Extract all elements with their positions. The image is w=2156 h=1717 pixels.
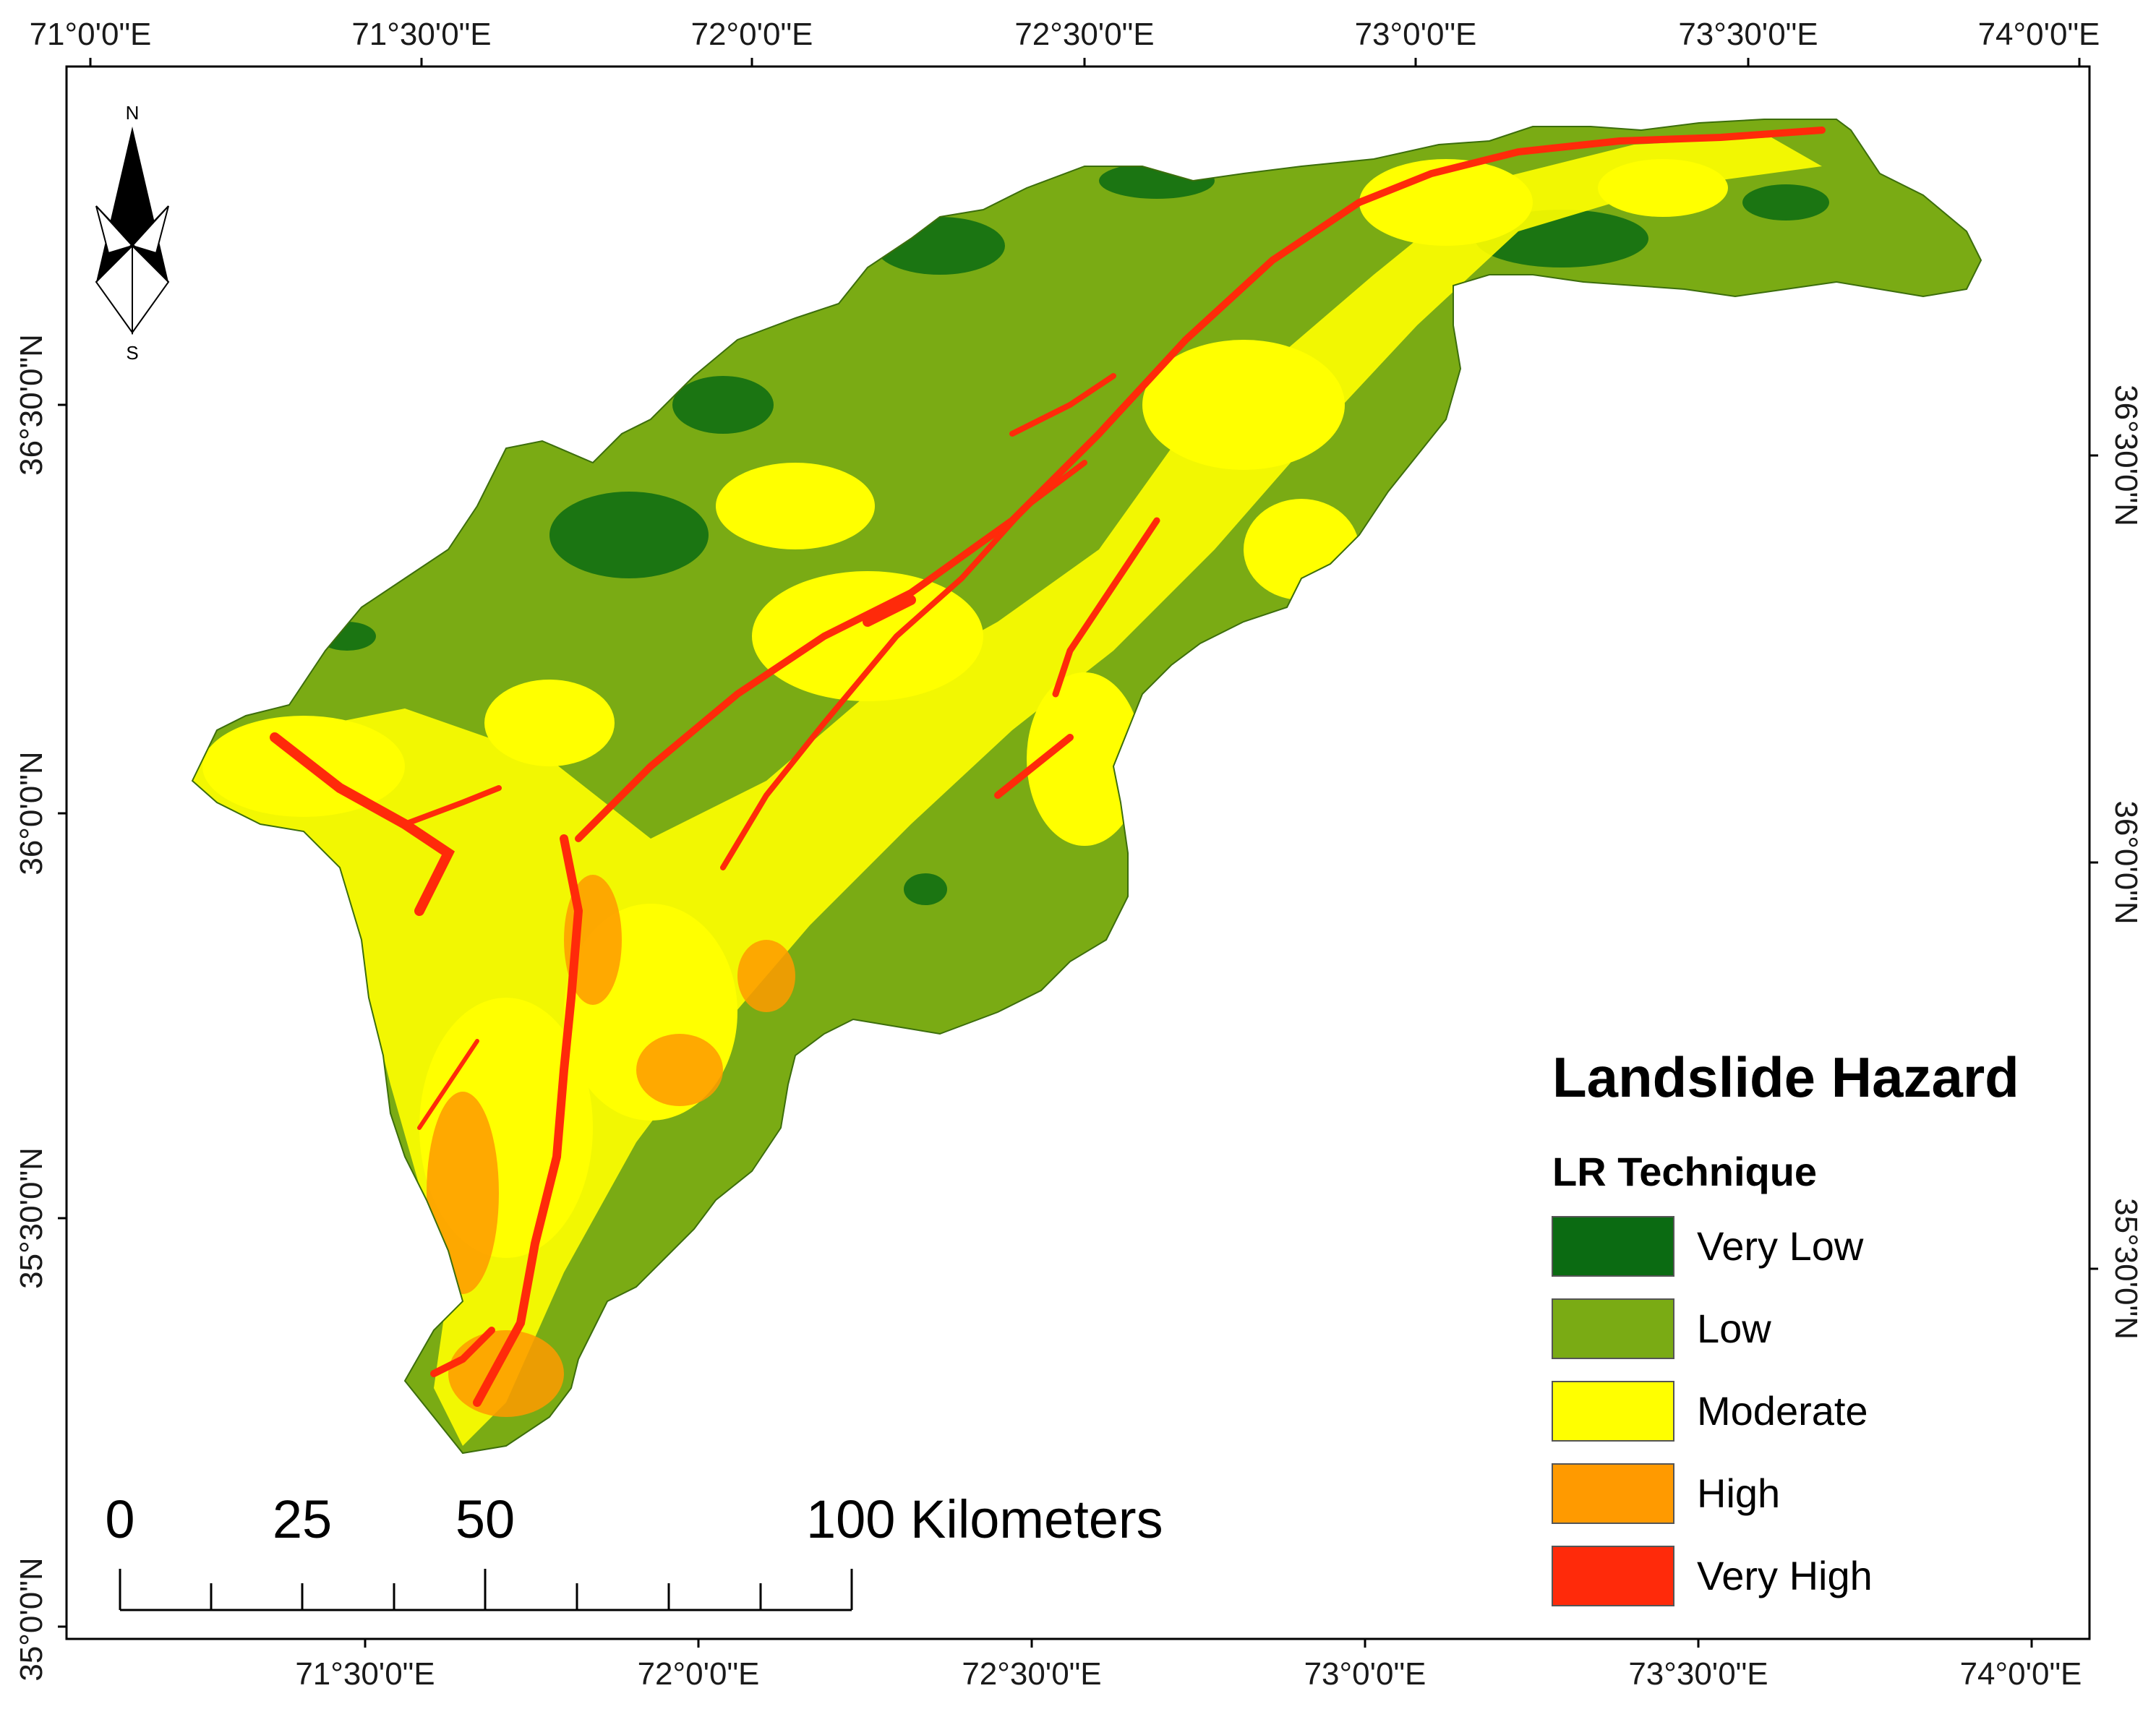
legend-title: Landslide Hazard	[1552, 1045, 2019, 1109]
bottom-tick-labels: 71°30'0"E 72°0'0"E 72°30'0"E 73°0'0"E 73…	[295, 1656, 2082, 1692]
scale-label: 100 Kilometers	[806, 1489, 1163, 1549]
bottom-tick-label: 71°30'0"E	[295, 1656, 435, 1692]
top-tick-label: 72°0'0"E	[691, 17, 813, 52]
top-tick-label: 74°0'0"E	[1978, 17, 2100, 52]
left-tick-marks	[58, 403, 67, 1628]
left-tick-label: 35°0'0"N	[14, 1557, 49, 1681]
legend-subtitle: LR Technique	[1552, 1149, 1817, 1194]
right-tick-label: 36°0'0"N	[2108, 800, 2144, 924]
scale-label: 25	[273, 1489, 332, 1549]
left-tick-labels: 36°30'0"N 36°0'0"N 35°30'0"N 35°0'0"N	[14, 334, 49, 1682]
top-tick-label: 73°0'0"E	[1355, 17, 1477, 52]
legend: Landslide Hazard LR Technique Very Low L…	[1552, 1045, 2019, 1606]
bottom-tick-marks	[364, 1639, 2033, 1648]
top-tick-labels: 71°0'0"E 71°30'0"E 72°0'0"E 72°30'0"E 73…	[30, 17, 2100, 52]
region-outline	[191, 119, 1982, 1455]
legend-swatch-moderate	[1552, 1381, 1674, 1442]
legend-swatch-high	[1552, 1463, 1674, 1524]
scale-bar: 0 25 50 100 Kilometers	[105, 1489, 1163, 1611]
south-label: S	[126, 342, 138, 364]
legend-swatch-very-high	[1552, 1546, 1674, 1606]
bottom-tick-label: 72°30'0"E	[962, 1656, 1101, 1692]
legend-swatch-very-low	[1552, 1216, 1674, 1277]
right-tick-label: 35°30'0"N	[2108, 1198, 2144, 1340]
north-label: N	[126, 102, 140, 124]
left-tick-label: 35°30'0"N	[14, 1147, 49, 1289]
left-tick-label: 36°0'0"N	[14, 751, 49, 875]
bottom-tick-label: 73°30'0"E	[1628, 1656, 1768, 1692]
zone-very-high	[270, 127, 1826, 1407]
hazard-region	[191, 119, 1982, 1455]
top-tick-marks	[89, 58, 2081, 67]
top-tick-label: 71°30'0"E	[351, 17, 491, 52]
right-tick-label: 36°30'0"N	[2108, 385, 2144, 526]
right-tick-marks	[2089, 454, 2098, 1270]
legend-label: Very Low	[1697, 1223, 1864, 1269]
legend-label: Very High	[1697, 1553, 1873, 1598]
bottom-tick-label: 72°0'0"E	[638, 1656, 760, 1692]
scale-label: 50	[455, 1489, 515, 1549]
left-tick-label: 36°30'0"N	[14, 334, 49, 476]
top-tick-label: 73°30'0"E	[1678, 17, 1818, 52]
legend-label: Low	[1697, 1306, 1771, 1351]
scale-label: 0	[105, 1489, 134, 1549]
top-tick-label: 72°30'0"E	[1014, 17, 1154, 52]
bottom-tick-label: 74°0'0"E	[1960, 1656, 2082, 1692]
legend-swatch-low	[1552, 1298, 1674, 1359]
north-arrow-icon: N S	[95, 102, 170, 364]
top-tick-label: 71°0'0"E	[30, 17, 152, 52]
bottom-tick-label: 73°0'0"E	[1304, 1656, 1426, 1692]
right-tick-labels: 36°30'0"N 36°0'0"N 35°30'0"N	[2108, 385, 2144, 1340]
legend-label: High	[1697, 1470, 1780, 1516]
legend-label: Moderate	[1697, 1388, 1868, 1434]
